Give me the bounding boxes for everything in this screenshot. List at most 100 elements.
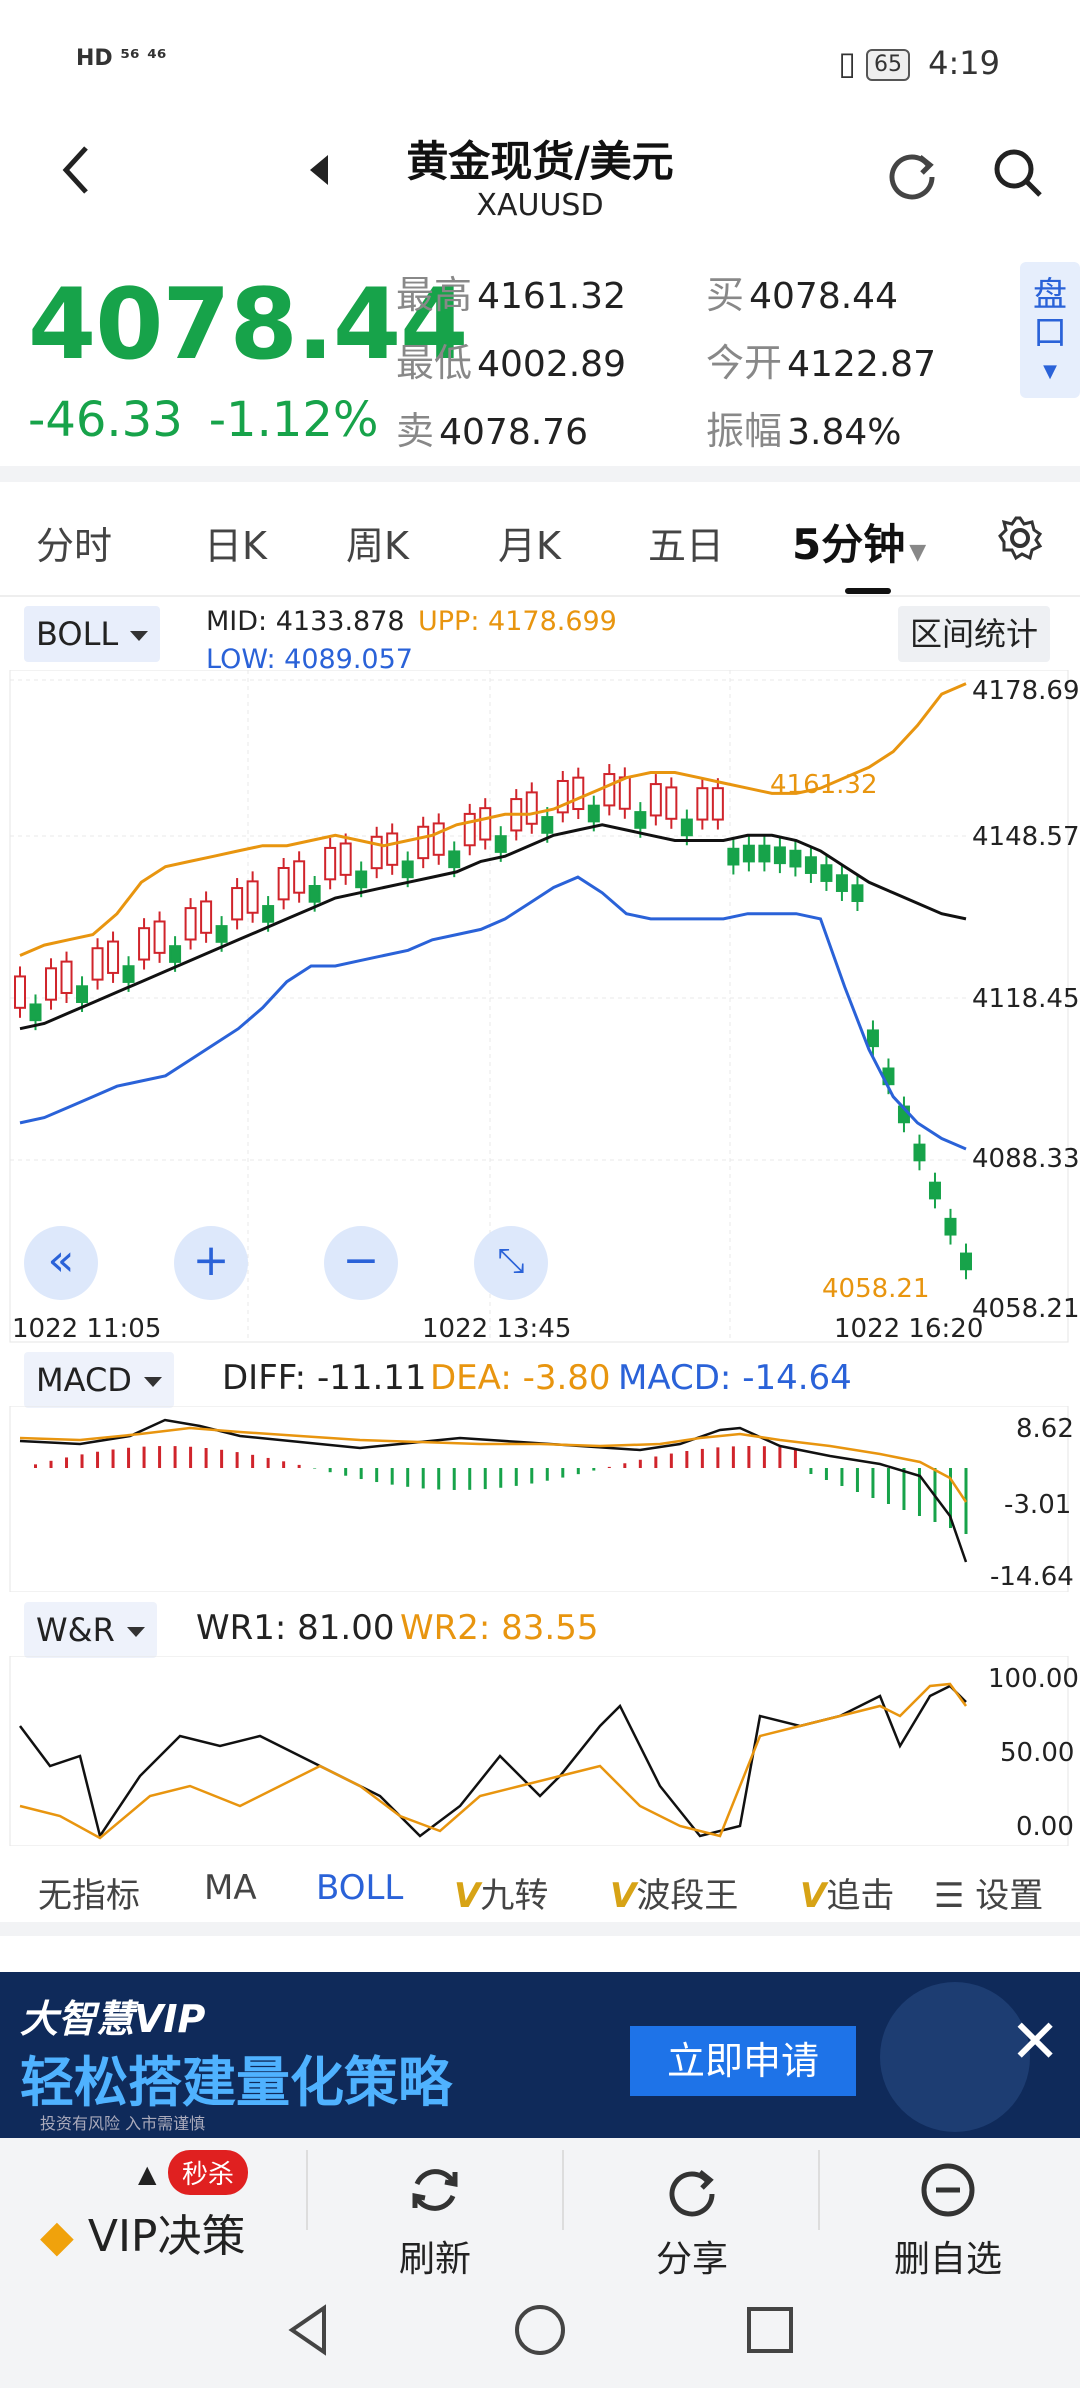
tab-5min[interactable]: 5分钟 ▼	[792, 520, 927, 569]
search-icon[interactable]	[990, 145, 1046, 201]
candle-body	[618, 776, 631, 810]
candle-body	[851, 884, 864, 903]
candle-body	[215, 925, 228, 943]
indicator-tab-none[interactable]: 无指标	[38, 1876, 140, 1916]
rewind-icon[interactable]: «	[24, 1226, 98, 1300]
boll-upp-line	[19, 682, 967, 957]
wr-chart	[9, 1656, 1069, 1846]
candle-body	[153, 920, 166, 954]
candle-body	[370, 835, 383, 870]
wr-selector[interactable]: W&R	[24, 1602, 157, 1658]
range-stats-button[interactable]: 区间统计	[898, 606, 1051, 662]
macd-diff-value: DIFF: -11.11	[222, 1358, 427, 1398]
caret-up-icon: ▲	[138, 2160, 157, 2188]
share-refresh-icon[interactable]	[884, 145, 940, 201]
y-tick: 4148.57	[972, 822, 1080, 852]
divider	[562, 2150, 564, 2230]
candle-body	[448, 850, 461, 869]
wr-y-tick: 50.00	[1000, 1738, 1075, 1768]
candle-body	[122, 965, 135, 983]
clock: 4:19	[928, 44, 1000, 82]
amplitude-stat: 振幅 3.84%	[706, 409, 902, 453]
x-tick: 1022 16:20	[834, 1314, 984, 1344]
high-stat: 最高 4161.32	[396, 273, 626, 317]
boll-low-line	[19, 875, 967, 1151]
candle-body	[293, 860, 306, 894]
system-back-icon[interactable]	[280, 2300, 340, 2360]
candle-body	[107, 940, 120, 974]
tab-weekly-k[interactable]: 周K	[346, 524, 409, 568]
status-right: ▯ 65 4:19	[838, 44, 1000, 82]
candle-body	[913, 1143, 926, 1162]
refresh-button[interactable]: 刷新	[398, 2239, 471, 2280]
candle-body	[184, 907, 197, 941]
tab-daily-k[interactable]: 日K	[204, 524, 267, 568]
candle-body	[680, 818, 693, 837]
divider	[0, 595, 1080, 597]
candle-body	[572, 776, 585, 811]
battery-icon: 65	[865, 49, 910, 81]
vibrate-icon: ▯	[838, 44, 856, 82]
remove-watchlist-icon[interactable]	[918, 2160, 978, 2220]
back-icon[interactable]	[56, 140, 96, 200]
symbol-code: XAUUSD	[476, 188, 604, 223]
kline-chart[interactable]	[0, 670, 1080, 1350]
order-book-button[interactable]: 盘口 ▼	[1020, 262, 1080, 398]
candle-body	[928, 1181, 941, 1200]
macd-selector[interactable]: MACD	[24, 1352, 174, 1408]
candle-body	[866, 1029, 879, 1048]
ad-disclaimer: 投资有风险 入市需谨慎	[40, 2114, 206, 2133]
indicator-tab-zhuiji[interactable]: V追击	[800, 1876, 895, 1916]
candle-body	[355, 870, 368, 889]
macd-y-tick: -14.64	[990, 1562, 1074, 1592]
zoom-out-icon[interactable]: −	[324, 1226, 398, 1300]
candle-body	[339, 842, 352, 876]
indicator-tab-ma[interactable]: MA	[204, 1868, 257, 1908]
macd-dea-value: DEA: -3.80	[430, 1358, 611, 1398]
candle-body	[231, 887, 244, 921]
ad-banner[interactable]: 大智慧VIP 轻松搭建量化策略 投资有风险 入市需谨慎 立即申请 ✕	[0, 1972, 1080, 2138]
candle-body	[541, 816, 554, 834]
macd-diff-line	[19, 1418, 968, 1563]
refresh-icon[interactable]	[405, 2160, 465, 2220]
close-ad-icon[interactable]: ✕	[1010, 2007, 1061, 2077]
divider	[818, 2150, 820, 2230]
candle-body	[711, 787, 724, 821]
zoom-in-icon[interactable]: +	[174, 1226, 248, 1300]
settings-icon[interactable]	[996, 514, 1044, 562]
share-icon[interactable]	[662, 2160, 722, 2220]
tab-monthly-k[interactable]: 月K	[498, 524, 561, 568]
macd-dea-line	[19, 1426, 968, 1503]
tab-five-day[interactable]: 五日	[648, 524, 725, 568]
indicator-tab-boduanwang[interactable]: V波段王	[610, 1876, 739, 1916]
vip-decision-button[interactable]: ◆ VIP决策	[40, 2211, 246, 2262]
max-price-label: 4161.32	[770, 770, 878, 800]
x-tick: 1022 13:45	[422, 1314, 572, 1344]
indicator-tab-jiuzhuan[interactable]: V九转	[454, 1876, 549, 1916]
indicator-settings[interactable]: ☰ 设置	[930, 1868, 1044, 1917]
candle-body	[169, 945, 182, 963]
candle-body	[587, 804, 600, 823]
share-button[interactable]: 分享	[655, 2239, 728, 2280]
macd-histogram	[34, 1446, 968, 1534]
wr1-line	[19, 1684, 967, 1840]
fullscreen-icon[interactable]: ⤡	[474, 1226, 548, 1300]
list-settings-icon: ☰	[934, 1876, 965, 1916]
candle-body	[665, 786, 678, 820]
wr1-value: WR1: 81.00	[196, 1608, 395, 1648]
candle-body	[696, 787, 709, 821]
system-recents-icon[interactable]	[740, 2300, 800, 2360]
boll-selector[interactable]: BOLL	[24, 606, 161, 662]
system-home-icon[interactable]	[510, 2300, 570, 2360]
candle-body	[401, 860, 414, 879]
candle-body	[91, 947, 104, 981]
remove-watchlist-button[interactable]: 删自选	[893, 2239, 1002, 2280]
prev-symbol-icon[interactable]	[310, 155, 328, 185]
candle-body	[417, 825, 430, 860]
y-tick: 4088.33	[972, 1144, 1080, 1174]
indicator-tab-boll[interactable]: BOLL	[316, 1868, 404, 1908]
candle-body	[820, 864, 833, 882]
apply-now-button[interactable]: 立即申请	[630, 2026, 856, 2096]
ad-person-image	[880, 1982, 1030, 2132]
tab-intraday[interactable]: 分时	[36, 524, 113, 568]
